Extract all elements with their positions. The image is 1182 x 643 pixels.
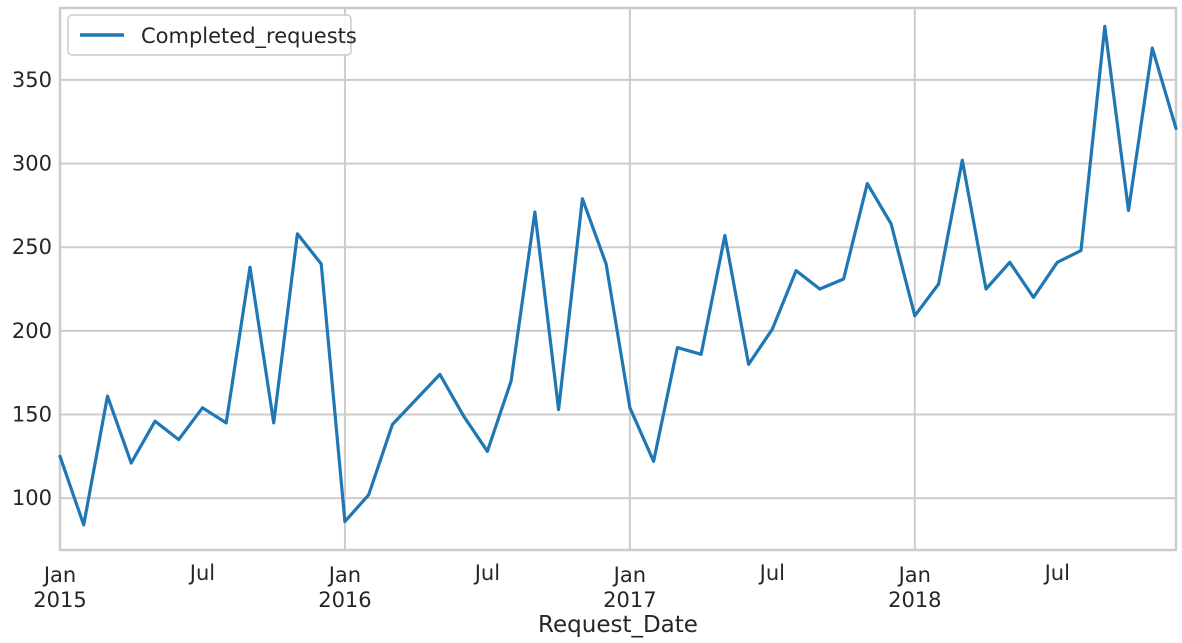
x-tick-year-label: 2017 xyxy=(603,588,656,612)
x-tick-label: Jul xyxy=(1043,561,1070,585)
y-tick-label: 350 xyxy=(12,68,52,92)
y-tick-label: 250 xyxy=(12,235,52,259)
x-tick-label: Jan xyxy=(897,563,931,587)
y-tick-label: 200 xyxy=(12,319,52,343)
x-tick-label: Jul xyxy=(473,561,500,585)
legend-box xyxy=(67,14,352,56)
x-tick-year-label: 2018 xyxy=(888,588,941,612)
x-tick-year-label: 2016 xyxy=(318,588,371,612)
series-line xyxy=(58,24,1178,527)
x-tick-label: Jul xyxy=(758,561,785,585)
x-tick-label: Jan xyxy=(327,563,361,587)
x-tick-label: Jan xyxy=(42,563,76,587)
x-tick-label: Jul xyxy=(188,561,215,585)
y-tick-labels: 100 150 200 250 300 350 xyxy=(12,68,52,510)
plot-area-frame xyxy=(58,6,1178,552)
legend: Completed_requests xyxy=(67,14,357,56)
x-axis-title: Request_Date xyxy=(538,612,698,638)
y-tick-label: 100 xyxy=(12,486,52,510)
y-tick-label: 150 xyxy=(12,403,52,427)
series-layer xyxy=(58,24,1178,527)
legend-label: Completed_requests xyxy=(141,24,357,49)
x-tick-label: Jan xyxy=(612,563,646,587)
x-tick-year-label: 2015 xyxy=(33,588,86,612)
y-tick-label: 300 xyxy=(12,152,52,176)
